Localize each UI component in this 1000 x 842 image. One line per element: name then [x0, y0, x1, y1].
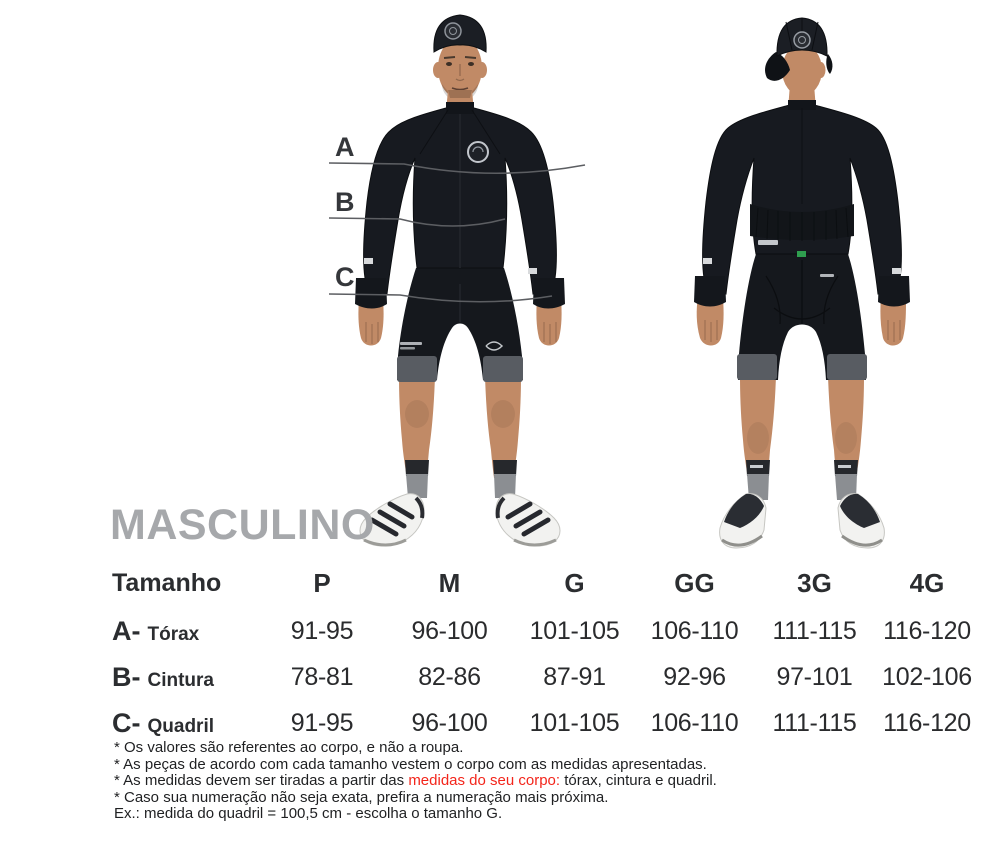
row-name: Quadril	[147, 716, 215, 737]
size-value: 101-105	[529, 708, 620, 737]
size-value: 111-115	[772, 708, 857, 737]
front-socks	[405, 460, 517, 498]
shorts-brand-text	[400, 342, 422, 345]
size-value: 106-110	[650, 616, 739, 645]
size-value: 116-120	[883, 708, 971, 737]
size-value: 91-95	[290, 616, 354, 645]
shorts-brand-logo	[820, 274, 834, 277]
size-value: 92-96	[663, 662, 726, 691]
footnote-highlight: medidas do seu corpo:	[408, 772, 561, 790]
model-back-photo	[694, 17, 910, 549]
cap-logo-icon	[444, 22, 462, 40]
row-key: C-	[112, 708, 141, 738]
row-name: Tórax	[147, 624, 200, 645]
size-column-header-m: M	[438, 567, 461, 598]
cuff-tag	[892, 268, 901, 274]
size-table: Tamanho P M G GG 3G 4G A- Tórax 91-95 96…	[112, 558, 982, 746]
size-value: 97-101	[776, 662, 853, 691]
cap-logo-icon	[793, 31, 811, 49]
jersey-chest-logo	[467, 141, 489, 163]
size-value: 82-86	[418, 662, 481, 691]
size-value: 87-91	[543, 662, 606, 691]
size-value: 78-81	[290, 662, 354, 691]
section-title: MASCULINO	[110, 501, 375, 549]
size-value: 101-105	[529, 616, 620, 645]
green-tag	[797, 251, 806, 257]
row-name: Cintura	[147, 670, 215, 691]
footnote: * As medidas devem ser tiradas a partir …	[114, 772, 717, 790]
back-legs	[740, 376, 864, 478]
cuff-tag	[703, 258, 712, 264]
size-column-header-4g: 4G	[909, 567, 945, 598]
cycling-cap	[433, 14, 487, 53]
front-shoes	[359, 493, 561, 547]
shorts-brand-swirl	[485, 341, 504, 351]
front-jersey	[362, 102, 558, 295]
size-column-header-3g: 3G	[797, 567, 832, 598]
row-label-quadril: C- Quadril	[112, 700, 262, 746]
cuff-tag	[364, 258, 373, 264]
size-value: 102-106	[882, 662, 972, 691]
size-value: 91-95	[290, 708, 354, 737]
front-legs	[399, 376, 521, 478]
cap-visor	[765, 52, 790, 81]
size-column-header-gg: GG	[674, 567, 715, 598]
footnotes: * Os valores são referentes ao corpo, e …	[114, 739, 717, 823]
footnote: * Caso sua numeração não seja exata, pre…	[114, 788, 609, 806]
row-key: B-	[112, 662, 141, 692]
size-value: 116-120	[883, 616, 971, 645]
front-bib-shorts	[397, 262, 523, 382]
size-column-header-p: P	[313, 567, 331, 598]
size-value: 106-110	[650, 708, 739, 737]
footnote: * Os valores são referentes ao corpo, e …	[114, 739, 464, 756]
footnote: Ex.: medida do quadril = 100,5 cm - esco…	[114, 805, 503, 823]
back-head	[765, 17, 833, 110]
model-front-photo	[355, 14, 565, 547]
cuff-tag	[528, 268, 537, 274]
size-table-header-label: Tamanho	[112, 568, 222, 597]
back-hands	[694, 276, 910, 346]
row-key: A-	[112, 616, 141, 646]
back-shorts	[737, 254, 867, 380]
cycling-cap-back	[765, 17, 833, 81]
size-value: 96-100	[411, 708, 488, 737]
back-jersey	[701, 100, 903, 295]
front-head	[433, 14, 487, 112]
size-column-header-g: G	[564, 567, 585, 598]
back-shoes	[719, 493, 885, 549]
size-value: 96-100	[411, 616, 488, 645]
row-label-torax: A- Tórax	[112, 608, 262, 654]
footnote: * As peças de acordo com cada tamanho ve…	[114, 755, 707, 773]
size-value: 111-115	[772, 616, 857, 645]
reflective-strip	[758, 240, 778, 245]
row-label-cintura: B- Cintura	[112, 654, 262, 700]
back-socks	[746, 460, 858, 500]
